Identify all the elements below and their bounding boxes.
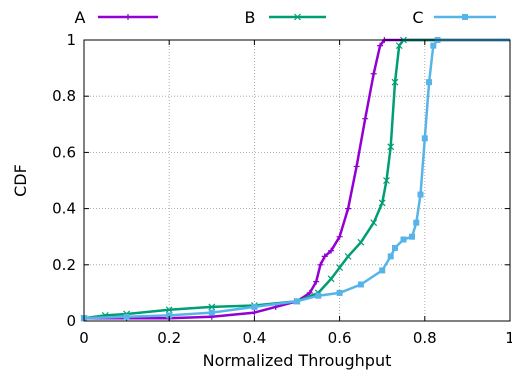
data-point-c (251, 303, 258, 310)
data-point-b (327, 275, 335, 283)
series-b (80, 36, 510, 322)
data-point-c (315, 292, 322, 299)
plot-frame (83, 39, 511, 322)
data-point-a (345, 205, 352, 212)
data-point-a (313, 278, 320, 285)
y-tick-label: 0.2 (52, 256, 76, 274)
data-point-b (165, 306, 173, 314)
data-point-a (317, 261, 324, 268)
data-point-c (123, 313, 130, 320)
legend-label-a: A (75, 8, 86, 27)
y-tick-label: 1 (66, 31, 76, 49)
data-point-b (208, 303, 216, 311)
data-point-c (357, 281, 364, 288)
y-tick-label: 0.6 (52, 143, 76, 161)
data-point-a (362, 115, 369, 122)
x-tick-label: 0.6 (328, 329, 352, 347)
y-axis-title: CDF (11, 164, 30, 197)
data-point-c (413, 219, 420, 226)
series-a (81, 37, 510, 322)
x-tick-label: 0.8 (413, 329, 437, 347)
legend-marker-b (294, 13, 301, 21)
data-point-c (166, 312, 173, 319)
data-point-a (321, 253, 328, 260)
x-tick-label: 0.4 (242, 329, 266, 347)
data-point-b (395, 42, 403, 50)
data-point-b (344, 252, 352, 260)
data-point-c (379, 267, 386, 274)
data-point-a (353, 163, 360, 170)
series-c (81, 37, 510, 322)
data-point-b (370, 219, 378, 227)
data-point-a (336, 233, 343, 240)
legend-marker-c (462, 14, 468, 20)
data-point-b (383, 177, 390, 184)
data-point-c (426, 79, 433, 86)
y-tick-label: 0.8 (52, 87, 76, 105)
data-point-c (391, 244, 398, 251)
data-point-a (306, 289, 313, 296)
data-point-c (336, 289, 343, 296)
legend-label-c: C (412, 8, 423, 27)
y-tick-label: 0 (66, 312, 76, 330)
legend-marker-a (125, 14, 131, 20)
x-tick-label: 0.2 (157, 329, 181, 347)
data-point-c (294, 298, 300, 305)
data-point-c (387, 253, 394, 260)
data-point-c (409, 233, 416, 240)
data-point-b (336, 264, 344, 272)
axis-ticks: 0 0.2 0.4 0.6 0.8 1 0 0.2 0.4 0.6 0.8 1 (52, 31, 512, 347)
series-line-c (83, 38, 510, 320)
data-point-a (370, 70, 377, 77)
data-point-b (391, 78, 399, 86)
data-point-a (251, 309, 258, 316)
x-axis-title: Normalized Throughput (203, 351, 392, 370)
series-lines (80, 36, 510, 322)
data-point-c (430, 42, 437, 49)
x-tick-label: 1 (505, 329, 512, 347)
series-line-b (83, 38, 510, 320)
data-point-b (357, 238, 365, 246)
legend: A B C (75, 8, 496, 27)
data-point-a (377, 42, 384, 49)
series-line-a (84, 38, 510, 320)
data-point-c (417, 191, 424, 198)
data-point-b (387, 143, 395, 151)
grid (84, 40, 510, 321)
legend-label-b: B (245, 8, 256, 27)
x-tick-label: 0 (79, 329, 89, 347)
y-tick-label: 0.4 (52, 200, 76, 218)
data-point-a (328, 247, 335, 254)
data-point-c (421, 135, 428, 142)
data-point-c (208, 309, 215, 316)
data-point-c (400, 236, 407, 243)
data-point-b (378, 199, 386, 207)
